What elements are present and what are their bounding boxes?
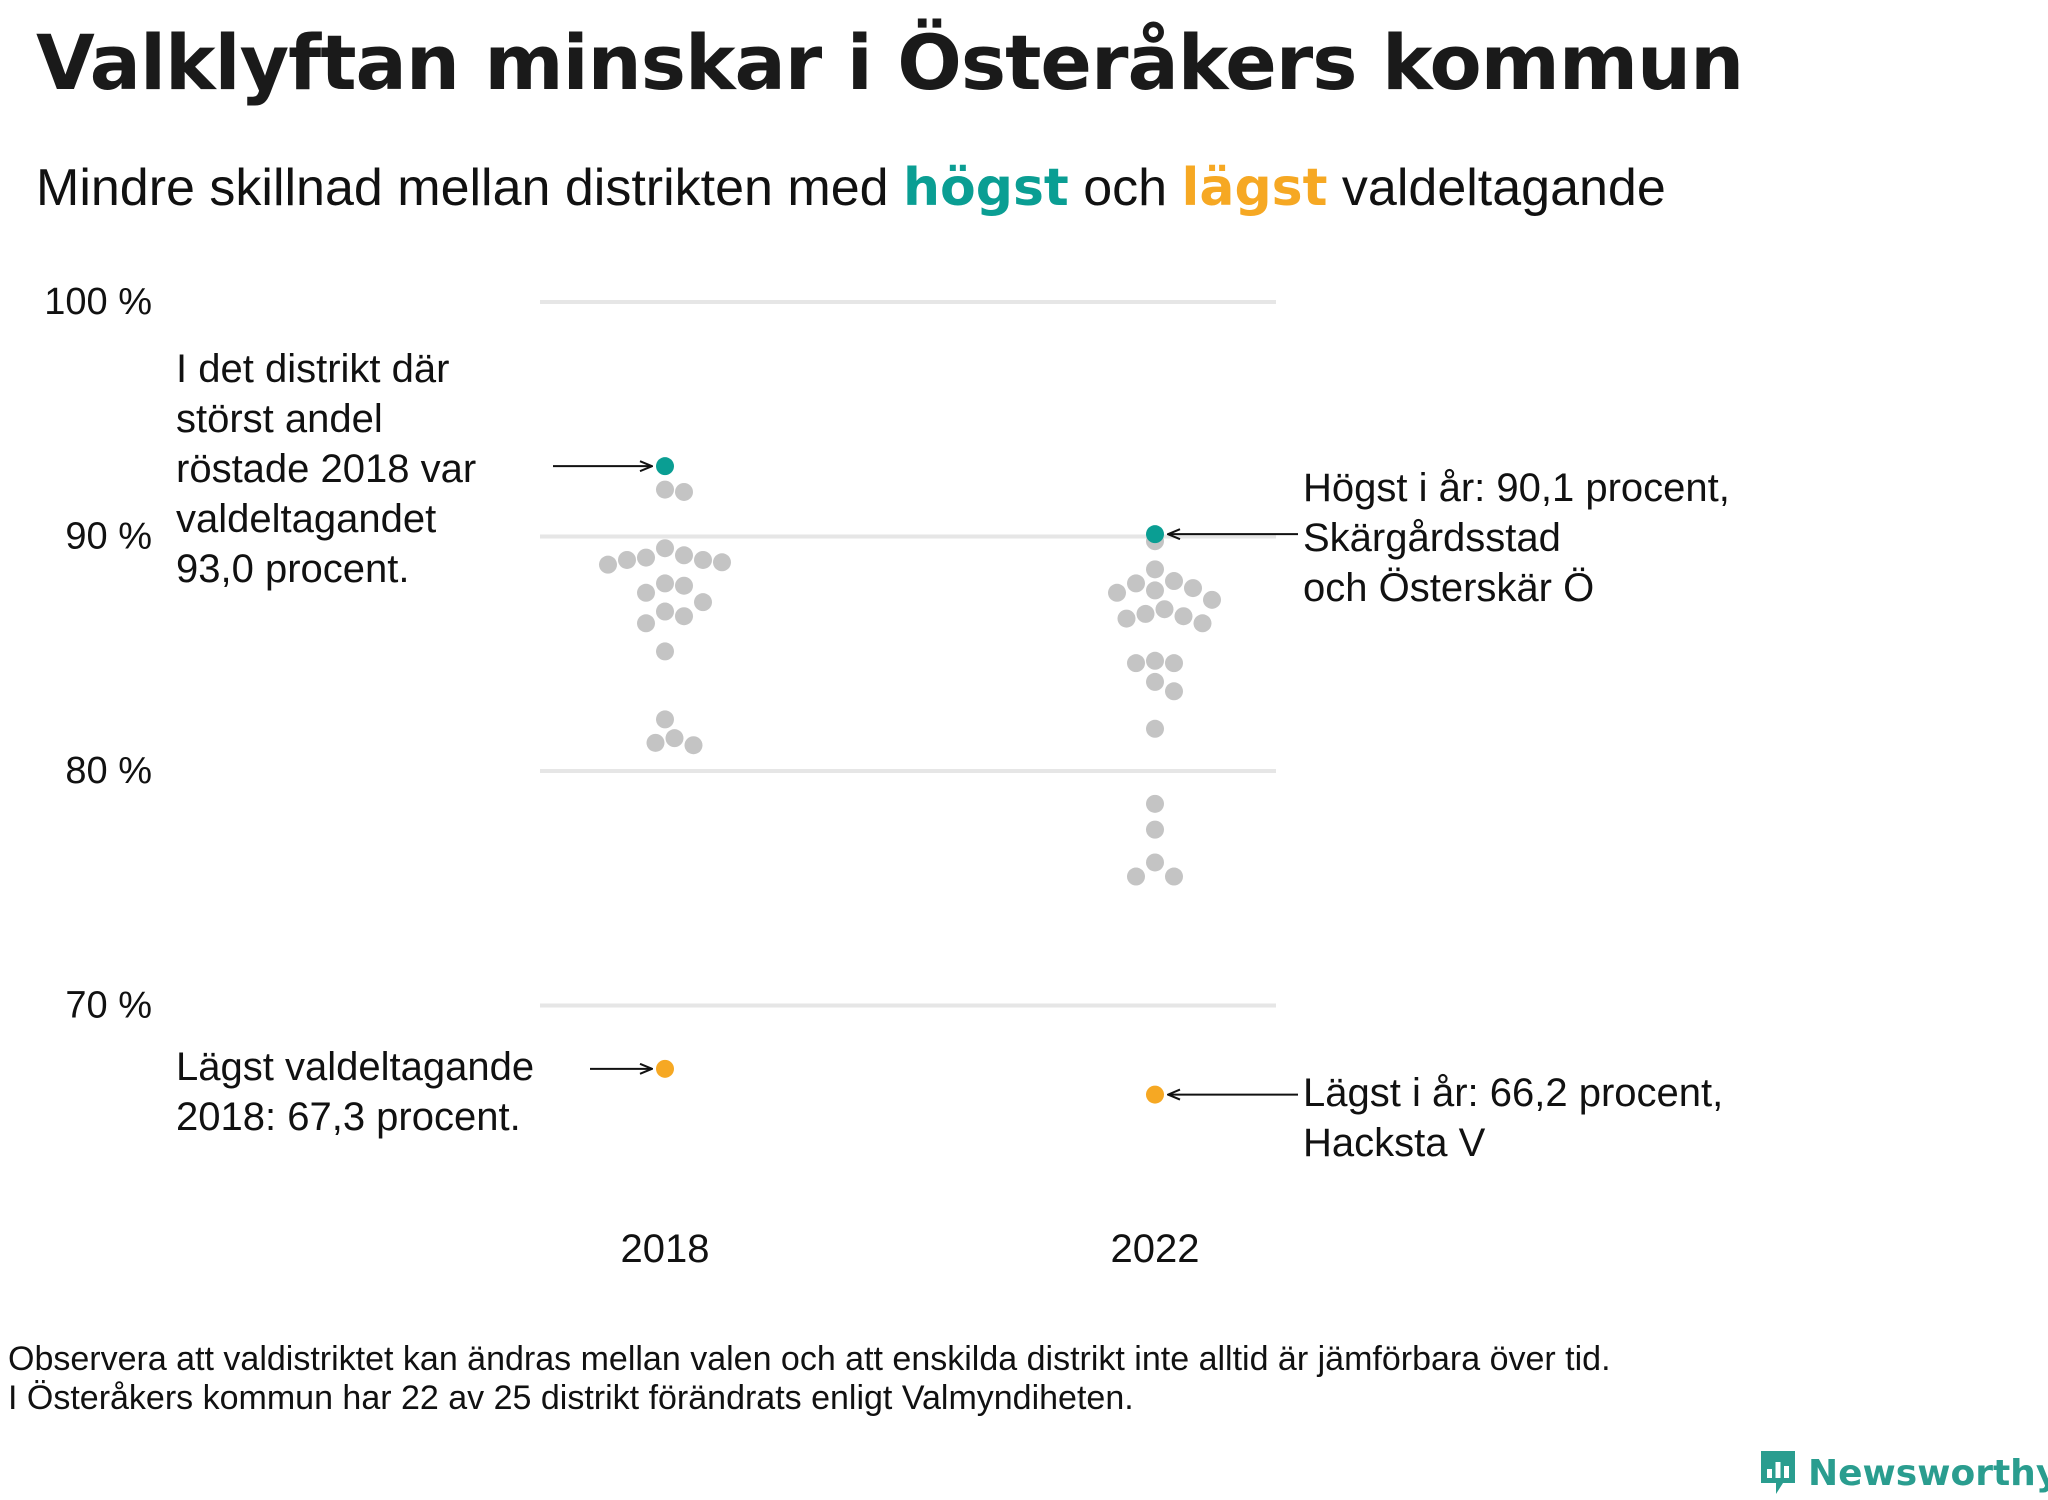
data-point	[637, 548, 655, 567]
data-point	[1165, 654, 1183, 673]
data-point	[1155, 600, 1174, 619]
chart-title: Valklyftan minskar i Österåkers kommun	[36, 18, 1744, 107]
data-point	[1146, 581, 1164, 600]
footnote: Observera att valdistriktet kan ändras m…	[8, 1340, 1611, 1418]
data-point	[1146, 820, 1164, 839]
data-point	[1165, 572, 1183, 591]
annotation-low-2022-line: Hacksta V	[1303, 1121, 1486, 1165]
gridlines	[540, 300, 1276, 1008]
subtitle-text-start: Mindre skillnad mellan distrikten med	[36, 159, 904, 217]
data-point	[599, 555, 617, 574]
subtitle-highest-label: högst	[903, 158, 1069, 218]
data-point	[1127, 654, 1145, 673]
data-point	[1146, 560, 1164, 579]
data-point	[1146, 853, 1164, 872]
data-point	[1193, 614, 1212, 633]
bar-chart-speech-bubble-icon	[1761, 1451, 1795, 1494]
y-axis-ticks: 70 % 80 % 90 % 100 %	[44, 281, 152, 1027]
annotation-low-2018-line: Lägst valdeltagande	[176, 1045, 534, 1089]
annotation-low-2018-line: 2018: 67,3 procent.	[176, 1095, 521, 1139]
y-tick-label: 80 %	[65, 750, 152, 792]
annotation-high-2018-line: I det distrikt där	[176, 347, 449, 391]
footnote-line-2: I Österåkers kommun har 22 av 25 distrik…	[8, 1379, 1134, 1417]
annotation-high-2022-line: och Österskär Ö	[1303, 566, 1594, 610]
lowest-point	[1146, 1085, 1164, 1104]
data-point	[1108, 583, 1126, 602]
highest-point	[1146, 525, 1164, 544]
data-point	[713, 553, 731, 572]
data-point	[637, 583, 655, 602]
brand-name: Newsworthy	[1808, 1452, 2048, 1494]
footnote-line-1: Observera att valdistriktet kan ändras m…	[8, 1340, 1611, 1378]
data-point	[656, 574, 674, 593]
data-point	[1146, 794, 1164, 813]
data-points	[599, 457, 1221, 1104]
brand-logo: Newsworthy	[1758, 1446, 2048, 1500]
data-point	[1146, 672, 1164, 691]
data-point	[675, 607, 693, 626]
beeswarm-chart: 70 % 80 % 90 % 100 % 2018 2022 I det distrik…	[44, 281, 1730, 1271]
data-point	[675, 546, 693, 565]
data-point	[656, 710, 674, 729]
annotation-low-2022-line: Lägst i år: 66,2 procent,	[1303, 1071, 1723, 1115]
chart-subtitle: Mindre skillnad mellan distrikten med hö…	[36, 158, 1666, 218]
data-point	[646, 733, 665, 752]
lowest-point	[656, 1059, 674, 1078]
annotation-high-2018-line: valdeltagandet	[176, 497, 436, 541]
data-point	[665, 729, 684, 748]
data-point	[1146, 719, 1164, 738]
annotation-low-2018: Lägst valdeltagande 2018: 67,3 procent.	[176, 1045, 534, 1139]
data-point	[1174, 607, 1193, 626]
data-point	[694, 593, 712, 612]
annotation-high-2018-line: röstade 2018 var	[176, 447, 476, 491]
highest-point	[656, 457, 674, 476]
data-point	[1117, 609, 1136, 628]
data-point	[1136, 604, 1155, 623]
annotation-high-2022: Högst i år: 90,1 procent, Skärgårdsstad oc…	[1303, 466, 1730, 610]
annotation-high-2022-line: Skärgårdsstad	[1303, 516, 1561, 560]
data-point	[656, 539, 674, 558]
data-point	[694, 550, 712, 569]
annotations: I det distrikt där störst andel röstade 20…	[176, 347, 1730, 1165]
data-point	[675, 482, 693, 501]
annotation-high-2018: I det distrikt där störst andel röstade 20…	[176, 347, 476, 591]
data-point	[1165, 682, 1183, 701]
annotation-high-2018-line: störst andel	[176, 397, 383, 441]
subtitle-text-end: valdeltagande	[1327, 159, 1666, 217]
x-axis-categories: 2018 2022	[621, 1227, 1200, 1271]
data-point	[1146, 651, 1164, 670]
data-point	[1184, 579, 1202, 598]
annotation-high-2018-line: 93,0 procent.	[176, 547, 410, 591]
data-point	[637, 614, 655, 633]
annotation-high-2022-line: Högst i år: 90,1 procent,	[1303, 466, 1730, 510]
data-point	[656, 480, 674, 499]
data-point	[1165, 867, 1183, 886]
x-category-label: 2022	[1111, 1227, 1200, 1271]
data-point	[1127, 867, 1145, 886]
data-point	[656, 602, 674, 621]
annotation-arrows	[553, 466, 1298, 1094]
annotation-low-2022: Lägst i år: 66,2 procent, Hacksta V	[1303, 1071, 1723, 1165]
data-point	[1127, 574, 1145, 593]
subtitle-text-middle: och	[1068, 159, 1182, 217]
y-tick-label: 100 %	[44, 281, 152, 323]
subtitle-lowest-label: lägst	[1181, 158, 1328, 218]
y-tick-label: 70 %	[65, 985, 152, 1027]
data-point	[1203, 590, 1221, 609]
data-point	[618, 550, 636, 569]
data-point	[684, 736, 703, 755]
data-point	[656, 642, 674, 661]
y-tick-label: 90 %	[65, 516, 152, 558]
data-point	[675, 576, 693, 595]
x-category-label: 2018	[621, 1227, 710, 1271]
